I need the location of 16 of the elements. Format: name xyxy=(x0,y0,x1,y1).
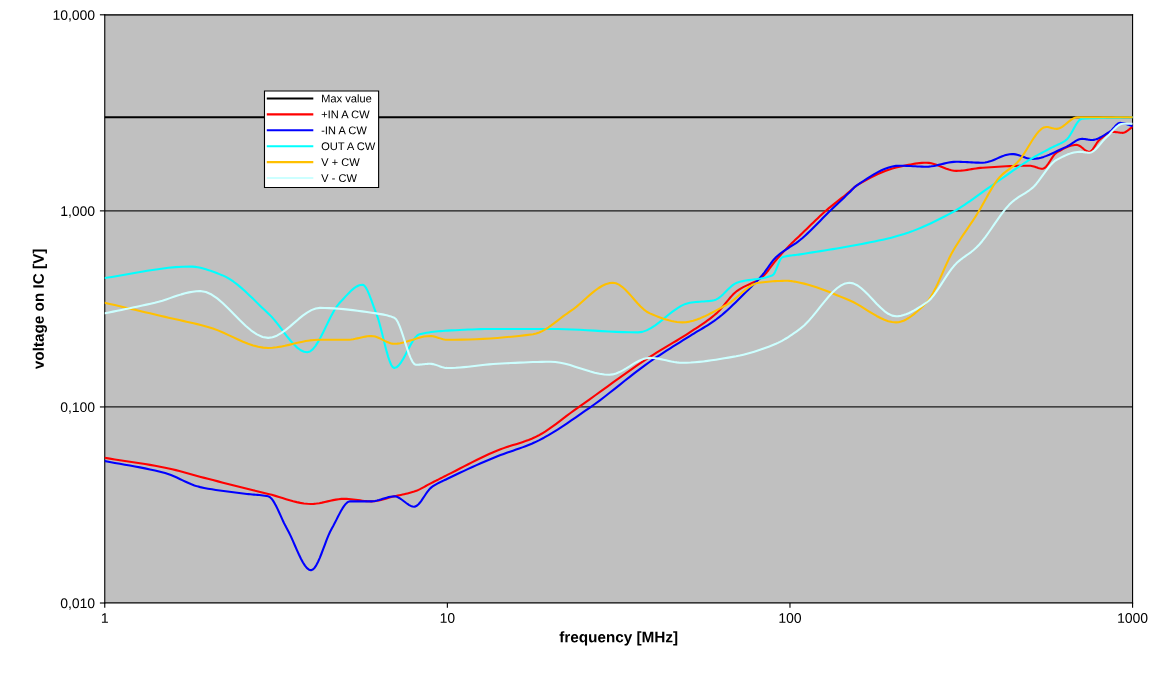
x-tick-label: 1 xyxy=(101,613,108,623)
y-axis-title: voltage on IC [V] xyxy=(32,249,48,370)
y-tick-label: 1,000 xyxy=(61,206,95,218)
x-tick-label: 100 xyxy=(779,613,802,623)
legend-label: OUT A CW xyxy=(321,142,376,151)
y-tick-label: 10,000 xyxy=(53,10,95,22)
legend-label: -IN A CW xyxy=(321,126,367,135)
x-tick-label: 1000 xyxy=(1118,613,1148,623)
legend-label: V + CW xyxy=(321,158,360,167)
legend-label: Max value xyxy=(322,94,372,103)
y-tick-label: 0,100 xyxy=(60,402,95,414)
x-tick-label: 10 xyxy=(440,613,455,623)
x-axis-title: frequency [MHz] xyxy=(559,631,678,646)
y-tick-label: 0,010 xyxy=(60,598,95,610)
legend-label: +IN A CW xyxy=(321,110,370,119)
legend-label: V - CW xyxy=(321,174,357,183)
